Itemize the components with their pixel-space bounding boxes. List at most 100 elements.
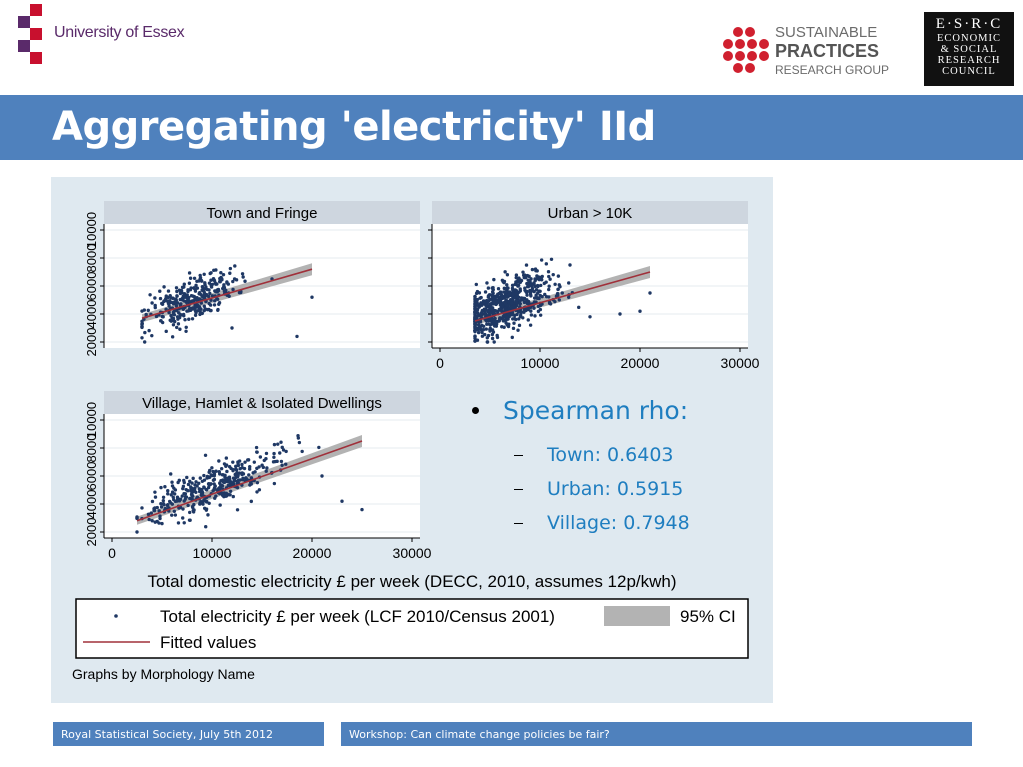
data-point <box>184 329 188 333</box>
data-point <box>213 484 217 488</box>
data-point <box>240 462 244 467</box>
data-point <box>538 313 543 317</box>
data-point <box>243 279 247 283</box>
data-point <box>535 296 540 300</box>
data-point <box>480 330 484 335</box>
data-point <box>512 313 517 318</box>
data-point <box>216 308 220 312</box>
data-point <box>486 308 491 313</box>
data-point <box>194 480 198 484</box>
data-point <box>174 297 178 301</box>
data-point <box>188 276 193 280</box>
data-point <box>280 445 284 450</box>
data-point <box>490 293 495 297</box>
data-point <box>532 289 536 294</box>
data-point <box>180 285 185 290</box>
data-point <box>525 273 530 278</box>
fitted-line <box>141 268 313 319</box>
data-point <box>491 310 495 315</box>
data-point <box>202 486 206 490</box>
data-point <box>217 459 221 463</box>
data-point <box>272 455 276 459</box>
data-point <box>496 287 501 291</box>
sustainable-practices-logo <box>723 27 769 73</box>
data-point <box>484 327 488 331</box>
data-point <box>197 297 202 301</box>
data-point <box>163 485 167 489</box>
data-point <box>177 478 181 483</box>
data-point <box>275 459 279 464</box>
data-point <box>180 290 184 295</box>
data-point <box>492 340 496 344</box>
bullet-main-text: Spearman rho: <box>503 396 689 425</box>
data-point <box>491 285 495 290</box>
data-point <box>205 474 210 479</box>
data-point <box>280 463 284 467</box>
data-point <box>173 319 177 324</box>
data-point <box>556 287 560 291</box>
data-point <box>310 295 314 299</box>
data-point <box>255 480 260 485</box>
data-point <box>505 323 509 327</box>
data-point <box>560 291 564 295</box>
data-point <box>157 509 161 513</box>
data-point <box>153 296 157 300</box>
esrc-line-4: RESEARCH <box>937 55 1001 66</box>
data-point <box>200 479 205 484</box>
data-point <box>530 267 535 272</box>
data-point <box>188 288 193 292</box>
data-point <box>172 509 177 513</box>
data-point <box>230 481 234 486</box>
data-point <box>189 492 194 497</box>
data-point <box>218 280 222 284</box>
data-point <box>175 289 179 294</box>
data-point <box>190 481 194 485</box>
data-point <box>160 521 164 526</box>
footer-right-text: Workshop: Can climate change policies be… <box>349 728 610 741</box>
data-point <box>492 277 496 282</box>
data-point <box>174 286 179 290</box>
data-point <box>542 281 547 286</box>
data-point <box>161 495 166 499</box>
data-point <box>220 277 224 281</box>
data-point <box>483 311 487 315</box>
data-point <box>170 502 175 506</box>
data-point <box>191 294 195 298</box>
data-point <box>188 510 192 515</box>
data-point <box>534 269 538 273</box>
data-point <box>212 474 217 478</box>
data-point <box>486 286 491 290</box>
data-point <box>205 287 209 292</box>
data-point <box>490 290 495 294</box>
data-point <box>249 499 254 504</box>
data-point <box>503 270 507 274</box>
data-point <box>212 487 216 492</box>
data-point <box>473 339 477 343</box>
data-point <box>181 507 185 511</box>
data-point <box>473 304 477 308</box>
data-point <box>135 515 139 519</box>
data-point <box>532 306 536 310</box>
data-point <box>224 478 228 482</box>
spr-text-sustainable: SUSTAINABLE <box>775 24 878 41</box>
data-point <box>212 303 217 307</box>
bullet-main: Spearman rho: <box>472 396 688 425</box>
data-point <box>507 306 511 310</box>
data-point <box>556 293 560 298</box>
data-point <box>511 297 515 302</box>
bullet-dot-icon <box>472 407 479 414</box>
data-point <box>498 316 502 320</box>
data-point <box>158 289 162 293</box>
data-point <box>197 487 202 491</box>
data-point <box>484 303 489 307</box>
data-point <box>529 283 534 288</box>
data-point <box>281 448 286 452</box>
y-tick-label: 10000 <box>84 212 99 248</box>
fitted-line <box>474 271 651 322</box>
data-point <box>219 270 223 275</box>
data-point <box>200 285 205 289</box>
data-point <box>214 494 218 498</box>
data-point <box>518 298 523 303</box>
data-point <box>185 293 189 297</box>
data-point <box>551 272 555 277</box>
